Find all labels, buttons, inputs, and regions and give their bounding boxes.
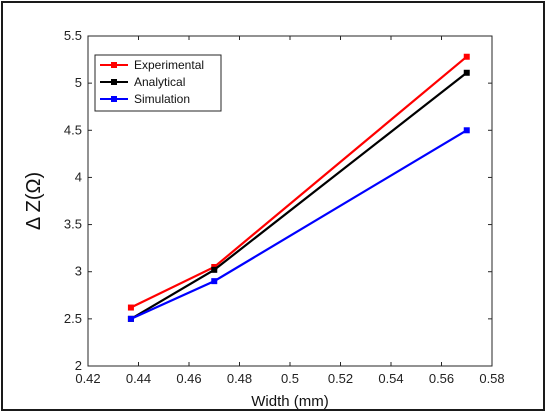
data-point-analytical	[463, 69, 470, 76]
legend-label-experimental: Experimental	[134, 58, 204, 72]
y-tick-label: 4	[75, 169, 82, 184]
y-tick-label: 3	[75, 264, 82, 279]
legend-label-analytical: Analytical	[134, 75, 185, 89]
y-tick-label: 2.5	[64, 311, 82, 326]
data-point-analytical	[211, 266, 218, 273]
series-layer	[127, 53, 470, 322]
figure-frame	[1, 1, 545, 411]
y-tick-label: 5.5	[64, 28, 82, 43]
x-tick-label: 0.44	[126, 371, 151, 386]
data-point-experimental	[127, 304, 134, 311]
x-tick-label: 0.42	[75, 371, 100, 386]
ticks-layer: 0.42 0.44 0.46 0.48 0.5 0.52 0.54 0.56 0.58 2 2.5 3…	[64, 28, 505, 386]
legend-marker-experimental	[111, 62, 117, 68]
legend: Experimental Analytical Simulation	[94, 54, 222, 112]
data-point-simulation	[463, 127, 470, 134]
legend-marker-simulation	[111, 96, 117, 102]
series-line-simulation	[130, 129, 468, 320]
data-point-simulation	[211, 278, 218, 285]
legend-marker-analytical	[111, 79, 117, 85]
x-tick-label: 0.58	[479, 371, 504, 386]
x-tick-label: 0.52	[328, 371, 353, 386]
data-point-simulation	[127, 315, 134, 322]
y-tick-label: 2	[75, 358, 82, 373]
x-tick-label: 0.5	[281, 371, 299, 386]
y-tick-label: 4.5	[64, 122, 82, 137]
x-tick-label: 0.56	[429, 371, 454, 386]
x-tick-label: 0.46	[176, 371, 201, 386]
x-axis-label: Width (mm)	[251, 393, 329, 410]
legend-label-simulation: Simulation	[134, 92, 190, 106]
x-tick-label: 0.54	[378, 371, 403, 386]
x-tick-label: 0.48	[227, 371, 252, 386]
y-tick-label: 5	[75, 75, 82, 90]
data-point-experimental	[463, 53, 470, 60]
y-axis-label: Δ Z(Ω)	[23, 172, 45, 230]
y-tick-label: 3.5	[64, 217, 82, 232]
